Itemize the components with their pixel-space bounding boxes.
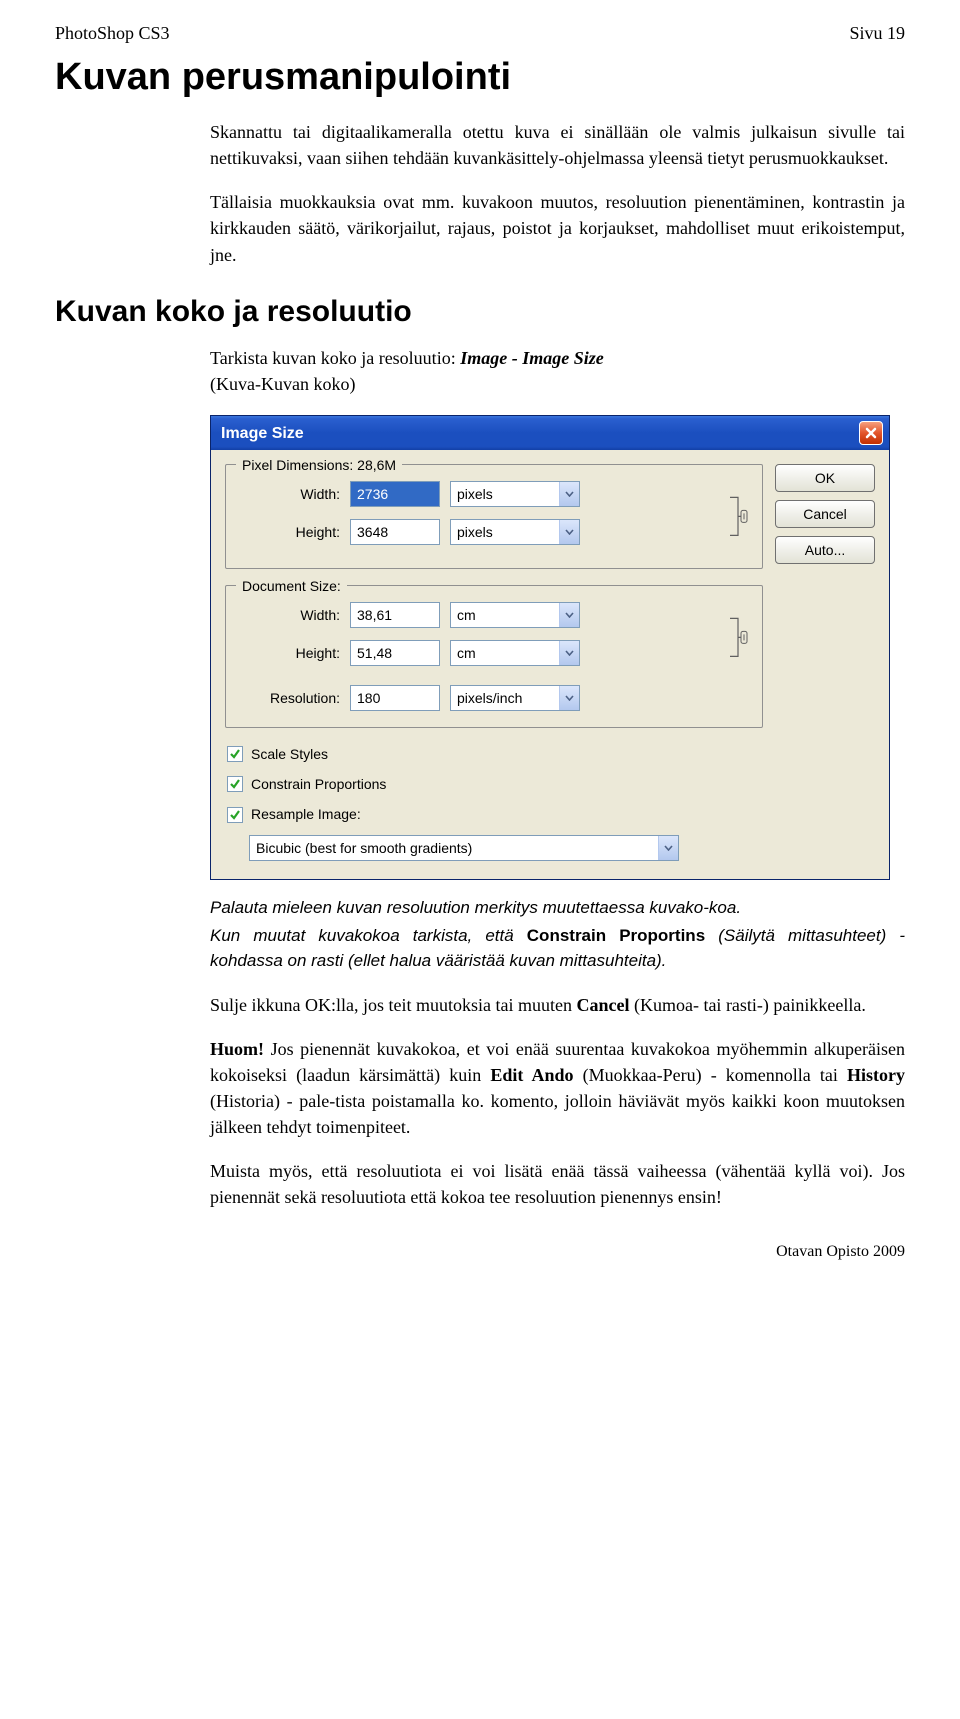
chevron-down-icon [559,641,579,665]
dialog-title: Image Size [221,422,304,445]
close-paragraph: Sulje ikkuna OK:lla, jos teit muutoksia … [210,992,905,1018]
huom-t2: (Muokkaa-Peru) - komennolla tai [574,1065,847,1085]
image-size-dialog: Image Size Pixel Dimensions: 28,6M Width… [210,415,890,879]
resolution-label: Resolution: [240,688,340,708]
doc-width-unit-text: cm [451,605,559,625]
huom-b2: Edit Ando [490,1065,573,1085]
link-bracket-icon [726,481,748,552]
checkbox-checked-icon [227,746,243,762]
check-em: Image - Image Size [460,348,604,368]
doc-width-input[interactable]: 38,61 [350,602,440,628]
resolution-unit-text: pixels/inch [451,688,559,708]
resample-label: Resample Image: [251,804,361,824]
page-title: Kuvan perusmanipulointi [55,50,905,105]
check-pre: Tarkista kuvan koko ja resoluutio: [210,348,460,368]
chevron-down-icon [559,520,579,544]
intro-paragraph-2: Tällaisia muokkauksia ovat mm. kuvakoon … [210,189,905,267]
resolution-input[interactable]: 180 [350,685,440,711]
check-post: (Kuva-Kuvan koko) [210,374,355,394]
header-right: Sivu 19 [849,20,905,46]
pixel-width-unit[interactable]: pixels [450,481,580,507]
note-2: Kun muutat kuvakokoa tarkista, että Cons… [210,924,905,973]
document-size-group: Document Size: Width: 38,61 cm [225,585,763,728]
constrain-label: Constrain Proportions [251,774,386,794]
last-paragraph: Muista myös, että resoluutiota ei voi li… [210,1158,905,1210]
doc-height-label: Height: [240,643,340,663]
resample-checkbox[interactable]: Resample Image: [225,804,763,824]
scale-styles-label: Scale Styles [251,744,328,764]
check-instruction: Tarkista kuvan koko ja resoluutio: Image… [210,345,905,397]
link-bracket-icon [726,602,748,673]
pixel-height-unit-text: pixels [451,522,559,542]
doc-width-label: Width: [240,605,340,625]
note2-pre: Kun muutat kuvakokoa tarkista, että [210,926,527,945]
header-left: PhotoShop CS3 [55,20,170,46]
pixel-height-unit[interactable]: pixels [450,519,580,545]
constrain-checkbox[interactable]: Constrain Proportions [225,774,763,794]
huom-t3: (Historia) - pale-tista poistamalla ko. … [210,1091,905,1137]
pixel-width-unit-text: pixels [451,484,559,504]
pixel-height-input[interactable]: 3648 [350,519,440,545]
doc-legend: Document Size: [236,576,347,596]
width-label: Width: [240,484,340,504]
note2-bold: Constrain Proportins [527,926,705,945]
resolution-unit[interactable]: pixels/inch [450,685,580,711]
footer-text: Otavan Opisto 2009 [55,1240,905,1263]
pixel-legend: Pixel Dimensions: 28,6M [236,455,402,475]
pixel-dimensions-group: Pixel Dimensions: 28,6M Width: 2736 pixe… [225,464,763,569]
doc-width-unit[interactable]: cm [450,602,580,628]
resample-method-combo[interactable]: Bicubic (best for smooth gradients) [249,835,679,861]
checkbox-checked-icon [227,776,243,792]
close-post: (Kumoa- tai rasti-) painikkeella. [629,995,865,1015]
close-bold: Cancel [576,995,629,1015]
height-label: Height: [240,522,340,542]
close-icon[interactable] [859,421,883,445]
chevron-down-icon [559,482,579,506]
close-pre: Sulje ikkuna OK:lla, jos teit muutoksia … [210,995,576,1015]
section-heading: Kuvan koko ja resoluutio [55,290,905,334]
dialog-titlebar[interactable]: Image Size [211,416,889,450]
auto-button[interactable]: Auto... [775,536,875,564]
doc-height-unit-text: cm [451,643,559,663]
checkbox-checked-icon [227,807,243,823]
huom-b3: History [847,1065,905,1085]
doc-height-input[interactable]: 51,48 [350,640,440,666]
resample-method-text: Bicubic (best for smooth gradients) [250,838,658,858]
huom-paragraph: Huom! Jos pienennät kuvakokoa, et voi en… [210,1036,905,1140]
note-1: Palauta mieleen kuvan resoluution merkit… [210,896,905,921]
scale-styles-checkbox[interactable]: Scale Styles [225,744,763,764]
chevron-down-icon [559,686,579,710]
ok-button[interactable]: OK [775,464,875,492]
doc-height-unit[interactable]: cm [450,640,580,666]
pixel-width-input[interactable]: 2736 [350,481,440,507]
chevron-down-icon [559,603,579,627]
cancel-button[interactable]: Cancel [775,500,875,528]
intro-paragraph-1: Skannattu tai digitaalikameralla otettu … [210,119,905,171]
huom-b1: Huom! [210,1039,264,1059]
chevron-down-icon [658,836,678,860]
